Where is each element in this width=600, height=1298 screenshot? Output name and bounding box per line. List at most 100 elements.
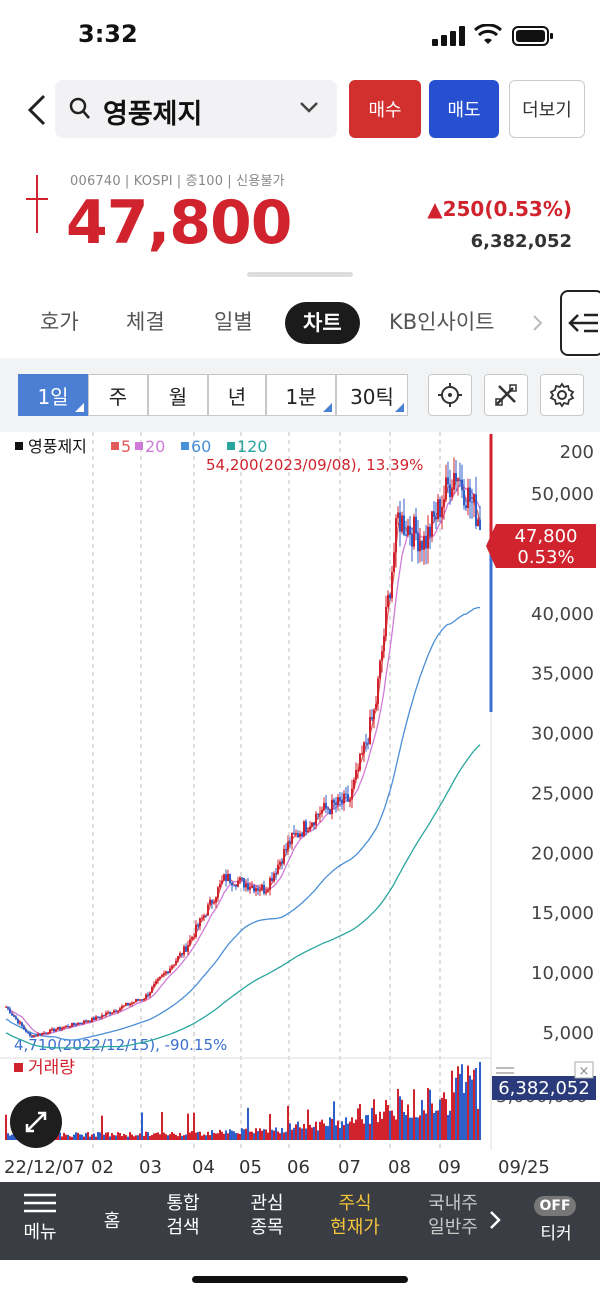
candle-body	[15, 1016, 17, 1020]
volume-bar	[401, 1099, 403, 1140]
nav-ticker[interactable]: 티커	[540, 1224, 572, 1244]
candle-body	[89, 1021, 91, 1023]
y-tick-label: 30,000	[531, 724, 594, 745]
more-button[interactable]: 더보기	[509, 80, 585, 138]
volume-bar	[99, 1132, 101, 1140]
sell-button[interactable]: 매도	[429, 80, 499, 138]
candle-body	[159, 976, 161, 979]
volume-bar	[131, 1134, 133, 1140]
candle-body	[277, 864, 279, 874]
volume-bar	[9, 1135, 11, 1140]
candle-body	[165, 971, 167, 974]
back-arrow-icon[interactable]	[22, 92, 52, 128]
volume-bar	[477, 1108, 479, 1140]
nav-home[interactable]: 홈	[103, 1211, 121, 1232]
volume-bar	[445, 1099, 447, 1140]
stock-code: 006740	[70, 174, 121, 189]
candle-body	[437, 499, 439, 520]
candle-body	[157, 978, 159, 981]
buy-button[interactable]: 매수	[349, 80, 421, 138]
tab-daily[interactable]: 일별	[214, 310, 253, 334]
side-panel-button[interactable]	[560, 290, 600, 356]
candle-body	[257, 888, 259, 891]
volume-bar	[329, 1117, 331, 1140]
y-tick-label: 200	[560, 442, 594, 463]
candle-body	[215, 897, 217, 903]
period-day-button[interactable]: 1일	[18, 374, 88, 416]
crosshair-button[interactable]	[428, 374, 472, 416]
candle-body	[191, 937, 193, 940]
candle-body	[167, 971, 169, 974]
candle-body	[155, 980, 157, 984]
candle-body	[263, 884, 265, 894]
volume-bar	[225, 1130, 227, 1140]
candle-body	[435, 516, 437, 520]
candle-body	[389, 594, 391, 599]
nav-search[interactable]: 통합 검색	[166, 1193, 200, 1238]
volume-bar	[321, 1119, 323, 1140]
volume-bar	[235, 1133, 237, 1140]
volume-bar	[121, 1136, 123, 1140]
volume-bar	[299, 1127, 301, 1140]
candle-body	[195, 924, 197, 937]
ticker-off-badge[interactable]: OFF	[534, 1196, 576, 1216]
candle-body	[461, 479, 463, 491]
candle-body	[413, 516, 415, 547]
period-month-button[interactable]: 월	[148, 374, 208, 416]
candle-body	[465, 505, 467, 509]
candle-body	[299, 833, 301, 837]
candle-body	[479, 519, 481, 530]
chevron-down-icon[interactable]	[299, 100, 319, 114]
volume-bar	[101, 1115, 103, 1140]
volume-bar	[337, 1120, 339, 1140]
volume-bar	[89, 1136, 91, 1140]
nav-current-price[interactable]: 주식 현재가	[330, 1193, 380, 1238]
drawing-tools-button[interactable]	[484, 374, 528, 416]
candle-body	[393, 552, 395, 573]
volume-bar	[125, 1135, 127, 1140]
volume-bar	[187, 1113, 189, 1140]
tab-trades[interactable]: 체결	[126, 310, 165, 334]
candle-body	[113, 1010, 115, 1013]
drag-handle[interactable]	[247, 272, 353, 277]
volume-bar	[129, 1132, 131, 1140]
volume-bar	[261, 1130, 263, 1140]
period-tick-button[interactable]: 30틱	[336, 374, 408, 416]
candle-body	[53, 1028, 55, 1032]
period-tick-label: 30틱	[350, 384, 394, 409]
price-chart[interactable]: 영풍제지 5 20 60 120 54,200(2023/09/08), 13.…	[0, 432, 600, 1182]
volume-bar	[305, 1128, 307, 1140]
nav-watchlist[interactable]: 관심 종목	[250, 1193, 284, 1238]
period-week-button[interactable]: 주	[88, 374, 148, 416]
candle-body	[97, 1016, 99, 1018]
candle-body	[349, 799, 351, 802]
volume-bar	[395, 1119, 397, 1140]
chevron-right-icon[interactable]	[488, 1210, 502, 1230]
volume-bar	[143, 1136, 145, 1140]
tab-chart[interactable]: 차트	[285, 302, 360, 344]
volume-bar	[109, 1136, 111, 1140]
volume-bar	[127, 1136, 129, 1140]
candle-body	[31, 1035, 33, 1038]
expand-icon	[25, 1111, 47, 1133]
period-minute-button[interactable]: 1분	[266, 374, 336, 416]
candle-body	[363, 742, 365, 754]
tab-kb-insight[interactable]: KB인사이트	[389, 310, 495, 334]
trade-volume: 6,382,052	[470, 231, 572, 252]
volume-bar	[425, 1113, 427, 1140]
candle-body	[137, 999, 139, 1001]
nav-domestic[interactable]: 국내주 일반주	[428, 1193, 478, 1238]
stock-search-box[interactable]: 영풍제지	[55, 80, 337, 138]
candle-body	[19, 1022, 21, 1024]
candle-body	[365, 742, 367, 744]
candle-body	[103, 1015, 105, 1017]
tab-orderbook[interactable]: 호가	[40, 310, 79, 334]
chart-canvas[interactable]: 영풍제지 5 20 60 120 54,200(2023/09/08), 13.…	[0, 432, 600, 1182]
period-year-button[interactable]: 년	[208, 374, 266, 416]
nav-menu[interactable]: 메뉴	[20, 1192, 60, 1245]
chevron-right-icon[interactable]	[532, 314, 544, 332]
candle-body	[353, 779, 355, 789]
candle-body	[127, 1002, 129, 1006]
candle-body	[279, 861, 281, 865]
settings-button[interactable]	[540, 374, 584, 416]
